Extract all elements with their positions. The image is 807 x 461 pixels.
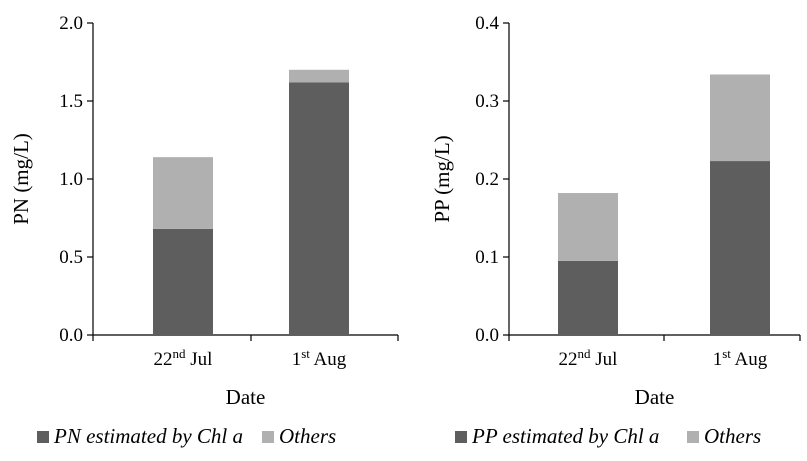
chart1-legend-swatch-others [262, 431, 274, 443]
chart2-x-tick-label: 1st Aug [713, 346, 768, 370]
chart2-y-tick-label: 0.3 [475, 91, 499, 112]
chart1-x-tick-label: 1st Aug [292, 346, 347, 370]
chart1-y-axis-title: PN (mg/L) [9, 133, 33, 225]
chart1-y-tick-label: 0.5 [59, 247, 83, 268]
chart2-y-tick-label: 0.2 [475, 169, 499, 190]
chart2-bar-estimated-2 [710, 161, 770, 335]
chart2-x-axis-title: Date [635, 385, 675, 409]
chart1-legend-swatch-estimated [37, 431, 49, 443]
chart1-x-tick-label: 22nd Jul [154, 346, 213, 370]
chart1-y-tick-label: 1.0 [59, 169, 83, 190]
chart2-x-tick-label: 22nd Jul [559, 346, 618, 370]
chart2-legend-label-others: Others [704, 424, 761, 448]
chart2-legend-swatch-others [687, 431, 699, 443]
chart2-legend-swatch-estimated [455, 431, 467, 443]
chart1-legend-label-estimated: PN estimated by Chl a [53, 424, 243, 448]
chart1-y-tick-label: 1.5 [59, 91, 83, 112]
chart2-y-tick-label: 0.1 [475, 247, 499, 268]
chart2-bar-estimated-1 [558, 260, 618, 335]
chart2-y-tick-label: 0.4 [475, 13, 499, 34]
chart2-y-axis-title: PP (mg/L) [430, 135, 454, 222]
chart1-bar-others-1 [153, 157, 213, 229]
chart2-bar-others-1 [558, 193, 618, 261]
chart2-legend-label-estimated: PP estimated by Chl a [471, 424, 659, 448]
chart2-y-tick-label: 0.0 [475, 325, 499, 346]
chart2-bar-others-2 [710, 74, 770, 162]
chart1-x-axis-title: Date [226, 385, 266, 409]
chart1-bar-others-2 [289, 69, 349, 83]
chart1-y-tick-label: 0.0 [59, 325, 83, 346]
chart1-legend-label-others: Others [279, 424, 336, 448]
chart1-bar-estimated-1 [153, 228, 213, 335]
chart1-bar-estimated-2 [289, 82, 349, 335]
chart1-y-tick-label: 2.0 [59, 13, 83, 34]
